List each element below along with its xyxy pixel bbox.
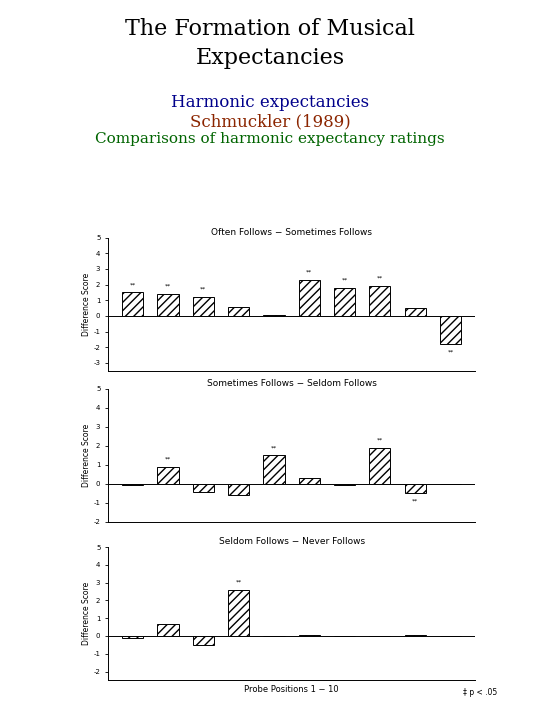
Text: **: ** (235, 580, 242, 585)
Text: **: ** (447, 349, 454, 354)
Bar (228, 307, 249, 316)
Bar (299, 635, 320, 636)
Text: Harmonic expectancies: Harmonic expectancies (171, 94, 369, 111)
Bar (299, 280, 320, 316)
Text: **: ** (200, 287, 206, 292)
Bar (299, 478, 320, 484)
Text: **: ** (130, 282, 136, 287)
Bar (193, 484, 214, 492)
Bar (404, 635, 426, 636)
Bar (122, 636, 143, 638)
Bar (404, 484, 426, 493)
Text: **: ** (377, 276, 383, 281)
Bar (369, 286, 390, 316)
Text: **: ** (165, 456, 171, 462)
Bar (369, 448, 390, 484)
Y-axis label: Difference Score: Difference Score (82, 273, 91, 336)
Bar (404, 308, 426, 316)
Bar (193, 636, 214, 645)
Y-axis label: Difference Score: Difference Score (82, 424, 91, 487)
Bar (334, 288, 355, 316)
Text: Schmuckler (1989): Schmuckler (1989) (190, 113, 350, 130)
Text: **: ** (377, 438, 383, 443)
Text: ‡ p < .05: ‡ p < .05 (463, 688, 497, 697)
Bar (158, 467, 179, 484)
Bar (122, 484, 143, 485)
Bar (264, 315, 285, 316)
Text: **: ** (341, 277, 348, 282)
Bar (158, 624, 179, 636)
Bar (228, 590, 249, 636)
Text: **: ** (271, 445, 277, 450)
Text: **: ** (165, 284, 171, 289)
Text: **: ** (412, 499, 418, 504)
Text: Comparisons of harmonic expectancy ratings: Comparisons of harmonic expectancy ratin… (95, 132, 445, 146)
Bar (440, 316, 461, 344)
Bar (334, 484, 355, 485)
Text: **: ** (306, 269, 312, 274)
Title: Often Follows − Sometimes Follows: Often Follows − Sometimes Follows (211, 228, 372, 237)
Bar (158, 294, 179, 316)
Bar (122, 292, 143, 316)
Text: The Formation of Musical
Expectancies: The Formation of Musical Expectancies (125, 18, 415, 69)
X-axis label: Probe Positions 1 − 10: Probe Positions 1 − 10 (244, 685, 339, 693)
Bar (193, 297, 214, 316)
Y-axis label: Difference Score: Difference Score (82, 582, 91, 645)
Bar (264, 455, 285, 484)
Title: Seldom Follows − Never Follows: Seldom Follows − Never Follows (219, 537, 364, 546)
Bar (228, 484, 249, 495)
Title: Sometimes Follows − Seldom Follows: Sometimes Follows − Seldom Follows (207, 379, 376, 388)
